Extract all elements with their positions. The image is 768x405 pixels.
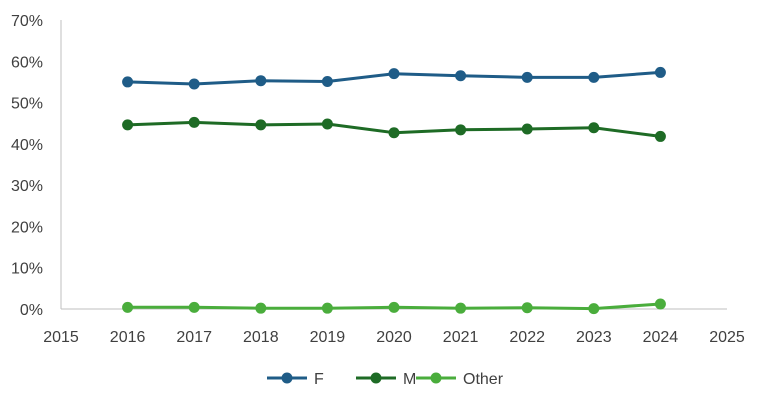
y-tick-label: 30%	[11, 178, 43, 195]
x-tick-label: 2022	[509, 329, 545, 346]
series-other	[122, 298, 666, 315]
legend-label: M	[403, 371, 416, 388]
data-point	[122, 76, 134, 88]
data-point	[321, 76, 333, 88]
data-point	[188, 301, 200, 313]
x-tick-label: 2025	[709, 329, 745, 346]
data-point	[521, 302, 533, 314]
data-point	[654, 130, 666, 142]
data-point	[455, 302, 467, 314]
legend-item-other: Other	[416, 371, 504, 388]
data-point	[321, 302, 333, 314]
legend-marker	[430, 372, 442, 384]
legend-marker	[281, 372, 293, 384]
y-tick-label: 40%	[11, 137, 43, 154]
legend-label: F	[314, 371, 324, 388]
data-point	[654, 66, 666, 78]
data-point	[255, 302, 267, 314]
x-tick-label: 2018	[243, 329, 279, 346]
x-tick-label: 2015	[43, 329, 79, 346]
series-m	[122, 116, 666, 142]
series-f	[122, 66, 666, 90]
x-tick-label: 2016	[110, 329, 146, 346]
data-point	[122, 119, 134, 131]
legend: F M Other	[267, 371, 504, 388]
legend-marker	[370, 372, 382, 384]
y-tick-label: 20%	[11, 219, 43, 236]
data-point	[388, 127, 400, 139]
data-point	[588, 303, 600, 315]
data-point	[455, 124, 467, 136]
y-tick-label: 60%	[11, 54, 43, 71]
series-layer	[122, 66, 666, 315]
data-point	[588, 122, 600, 134]
y-tick-label: 0%	[20, 302, 43, 319]
y-tick-label: 10%	[11, 261, 43, 278]
x-tick-label: 2023	[576, 329, 612, 346]
data-point	[521, 123, 533, 135]
data-point	[455, 70, 467, 82]
data-point	[321, 118, 333, 130]
x-tick-label: 2017	[176, 329, 212, 346]
data-point	[654, 298, 666, 310]
x-tick-label: 2024	[643, 329, 679, 346]
legend-label: Other	[463, 371, 504, 388]
data-point	[255, 119, 267, 131]
data-point	[122, 301, 134, 313]
data-point	[255, 75, 267, 87]
y-tick-label: 50%	[11, 96, 43, 113]
x-tick-labels: 2015 2016 2017 2018 2019 2020 2021 2022 2023 2024…	[43, 329, 745, 346]
x-tick-label: 2020	[376, 329, 412, 346]
legend-item-m: M	[356, 371, 416, 388]
y-tick-label: 70%	[11, 13, 43, 30]
x-tick-label: 2019	[310, 329, 346, 346]
data-point	[521, 71, 533, 83]
legend-item-f: F	[267, 371, 324, 388]
data-point	[388, 68, 400, 80]
data-point	[188, 116, 200, 128]
x-tick-label: 2021	[443, 329, 479, 346]
y-tick-labels: 0% 10% 20% 30% 40% 50% 60% 70%	[11, 13, 43, 319]
data-point	[388, 301, 400, 313]
data-point	[188, 78, 200, 90]
data-point	[588, 71, 600, 83]
